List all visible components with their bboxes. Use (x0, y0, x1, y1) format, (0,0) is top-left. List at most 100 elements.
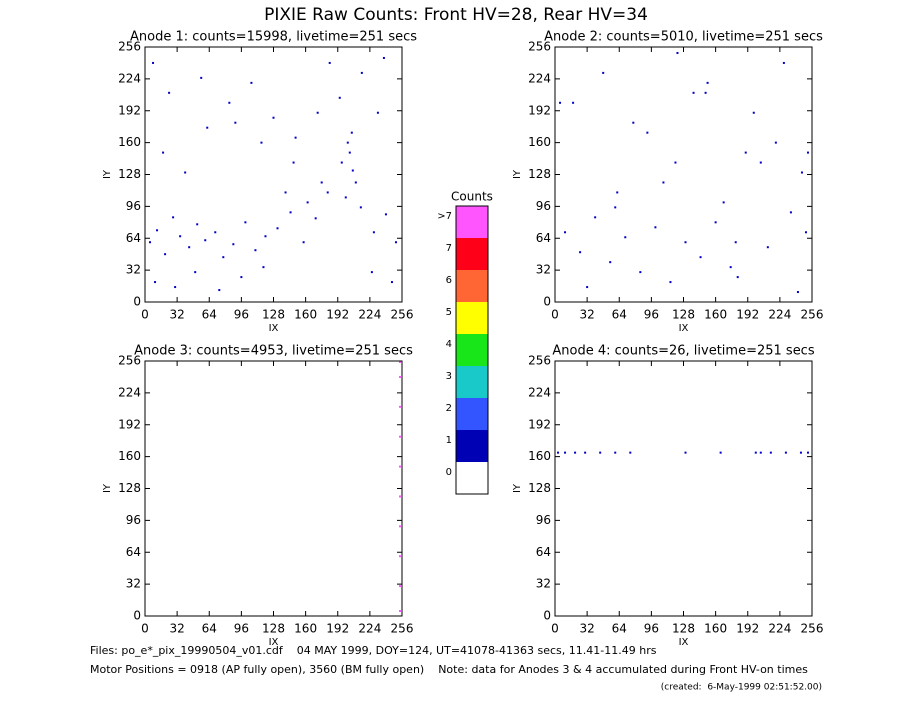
data-point (204, 239, 207, 242)
data-point (284, 191, 287, 194)
colorbar-label: 2 (446, 403, 452, 414)
data-point (699, 256, 702, 259)
x-tick-label: 0 (141, 622, 149, 636)
data-point (390, 281, 393, 284)
x-tick-label: 32 (579, 308, 594, 322)
x-tick-label: 128 (672, 308, 695, 322)
y-tick-label: 224 (118, 71, 141, 85)
x-tick-label: 0 (141, 308, 149, 322)
data-point (632, 121, 635, 124)
data-point (260, 141, 263, 144)
data-point (736, 276, 739, 279)
data-point (302, 241, 305, 244)
colorbar-swatch (456, 398, 488, 430)
x-tick-label: 64 (202, 622, 217, 636)
data-point (769, 451, 772, 454)
x-tick-label: 160 (704, 622, 727, 636)
colorbar-title: Counts (451, 190, 493, 204)
x-tick-label: 256 (391, 622, 414, 636)
data-point (152, 61, 155, 64)
x-tick-label: 256 (801, 622, 824, 636)
colorbar-swatch (456, 206, 488, 238)
x-tick-label: 128 (262, 308, 285, 322)
data-point (194, 271, 197, 274)
data-point (289, 211, 292, 214)
data-point (398, 495, 401, 498)
data-point (196, 223, 199, 226)
data-point (188, 246, 191, 249)
data-point (292, 161, 295, 164)
data-point (218, 289, 221, 292)
data-point (684, 451, 687, 454)
x-tick-label: 224 (358, 622, 381, 636)
footer-created: (created: 6-May-1999 02:51:52.00) (661, 683, 822, 693)
data-point (754, 451, 757, 454)
y-tick-label: 128 (528, 167, 551, 181)
colorbar-frame (455, 205, 489, 495)
data-point (684, 241, 687, 244)
x-tick-label: 32 (169, 308, 184, 322)
y-tick-label: 32 (536, 263, 551, 277)
y-tick-label: 192 (528, 417, 551, 431)
data-point (599, 451, 602, 454)
data-point (662, 181, 665, 184)
data-point (156, 229, 159, 232)
colorbar-swatch (456, 302, 488, 334)
data-point (384, 213, 387, 216)
data-point (200, 76, 203, 79)
footer-files: Files: po_e*_pix_19990504_v01.cdf 04 MAY… (90, 644, 657, 657)
data-point (326, 191, 329, 194)
panel-title: Anode 1: counts=15998, livetime=251 secs (130, 30, 417, 45)
data-point (629, 451, 632, 454)
x-tick-label: 0 (551, 622, 559, 636)
x-tick-label: 96 (234, 622, 249, 636)
data-point (164, 253, 167, 256)
colorbar-swatch (456, 430, 488, 462)
data-point (594, 216, 597, 219)
x-tick-label: 224 (768, 308, 791, 322)
data-point (692, 91, 695, 94)
data-point (752, 111, 755, 114)
colorbar-swatch (456, 462, 488, 494)
data-point (614, 451, 617, 454)
data-point (624, 236, 627, 239)
footer-motor: Motor Positions = 0918 (AP fully open), … (90, 663, 808, 676)
data-point (272, 116, 275, 119)
y-tick-label: 160 (528, 135, 551, 149)
y-tick-label: 256 (528, 40, 551, 54)
data-point (228, 101, 231, 104)
x-tick-label: 32 (169, 622, 184, 636)
data-point (294, 136, 297, 139)
data-point (796, 291, 799, 294)
x-tick-label: 256 (801, 308, 824, 322)
data-point (722, 201, 725, 204)
data-point (564, 231, 567, 234)
y-tick-label: 160 (118, 449, 141, 463)
y-tick-label: 96 (126, 199, 141, 213)
colorbar-swatch (456, 238, 488, 270)
y-axis-label: IY (512, 169, 523, 179)
data-point (784, 451, 787, 454)
x-tick-label: 96 (644, 622, 659, 636)
data-point (354, 181, 357, 184)
data-point (351, 169, 354, 172)
data-point (398, 610, 401, 613)
data-point (557, 451, 560, 454)
data-point (346, 141, 349, 144)
data-point (222, 256, 225, 259)
data-point (370, 271, 373, 274)
data-point (359, 206, 362, 209)
y-tick-label: 256 (528, 354, 551, 368)
data-point (394, 241, 397, 244)
data-point (574, 451, 577, 454)
data-point (706, 81, 709, 84)
data-point (614, 206, 617, 209)
data-point (254, 249, 257, 252)
data-point (572, 101, 575, 104)
data-point (734, 241, 737, 244)
data-point (639, 271, 642, 274)
data-point (214, 231, 217, 234)
data-point (646, 131, 649, 134)
y-tick-label: 0 (133, 609, 141, 623)
data-point (719, 451, 722, 454)
